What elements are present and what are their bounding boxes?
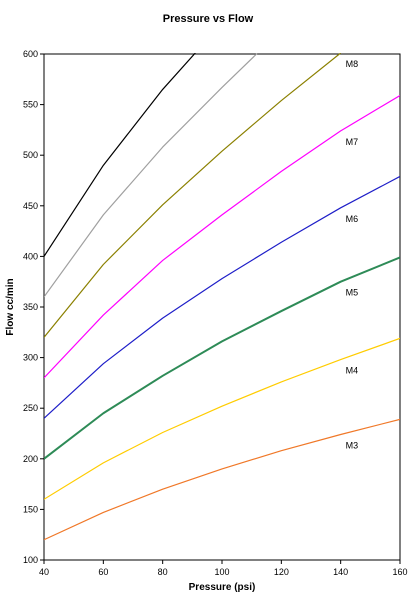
series-line-m8 xyxy=(44,53,342,338)
x-tick-label: 40 xyxy=(39,567,49,577)
y-axis: 100 150 200 250 300 350 400 450 500 550 600 xyxy=(23,49,44,565)
x-tick-label: 60 xyxy=(98,567,108,577)
y-tick-label: 600 xyxy=(23,49,38,59)
series-line-m5 xyxy=(44,256,400,460)
series-label-m5: M5 xyxy=(346,288,359,298)
plot-area xyxy=(43,53,401,561)
y-axis-label: Flow cc/min xyxy=(5,278,16,335)
series-label-m3: M3 xyxy=(346,441,359,451)
y-tick-label: 500 xyxy=(23,150,38,160)
y-tick-label: 100 xyxy=(23,555,38,565)
y-tick-label: 350 xyxy=(23,302,38,312)
y-tick-label: 450 xyxy=(23,201,38,211)
series-label-m8: M8 xyxy=(346,59,359,69)
y-tick-label: 200 xyxy=(23,454,38,464)
x-tick-label: 120 xyxy=(274,567,289,577)
series-line-m3 xyxy=(44,418,400,541)
x-axis: 40 60 80 100 120 140 160 xyxy=(39,560,408,577)
y-tick-label: 400 xyxy=(23,251,38,261)
chart-title: Pressure vs Flow xyxy=(163,13,254,25)
series-line-m6 xyxy=(44,175,400,419)
x-tick-label: 160 xyxy=(392,567,407,577)
series-labels: M3 M4 M5 M6 M7 M8 xyxy=(346,59,359,451)
series-label-m7: M7 xyxy=(346,137,359,147)
series-line-unlabeled-6 xyxy=(44,53,259,298)
series-label-m4: M4 xyxy=(346,366,359,376)
x-tick-label: 80 xyxy=(158,567,168,577)
y-tick-label: 150 xyxy=(23,504,38,514)
series-line-m7 xyxy=(44,94,400,379)
series-line-unlabeled-7 xyxy=(44,53,196,257)
series-line-m4 xyxy=(44,337,400,500)
x-tick-label: 100 xyxy=(214,567,229,577)
x-tick-label: 140 xyxy=(333,567,348,577)
y-tick-label: 300 xyxy=(23,353,38,363)
series-label-m6: M6 xyxy=(346,214,359,224)
y-tick-label: 250 xyxy=(23,403,38,413)
series-lines xyxy=(44,53,400,541)
x-axis-label: Pressure (psi) xyxy=(189,582,256,593)
plot-frame xyxy=(43,53,401,561)
y-tick-label: 550 xyxy=(23,100,38,110)
